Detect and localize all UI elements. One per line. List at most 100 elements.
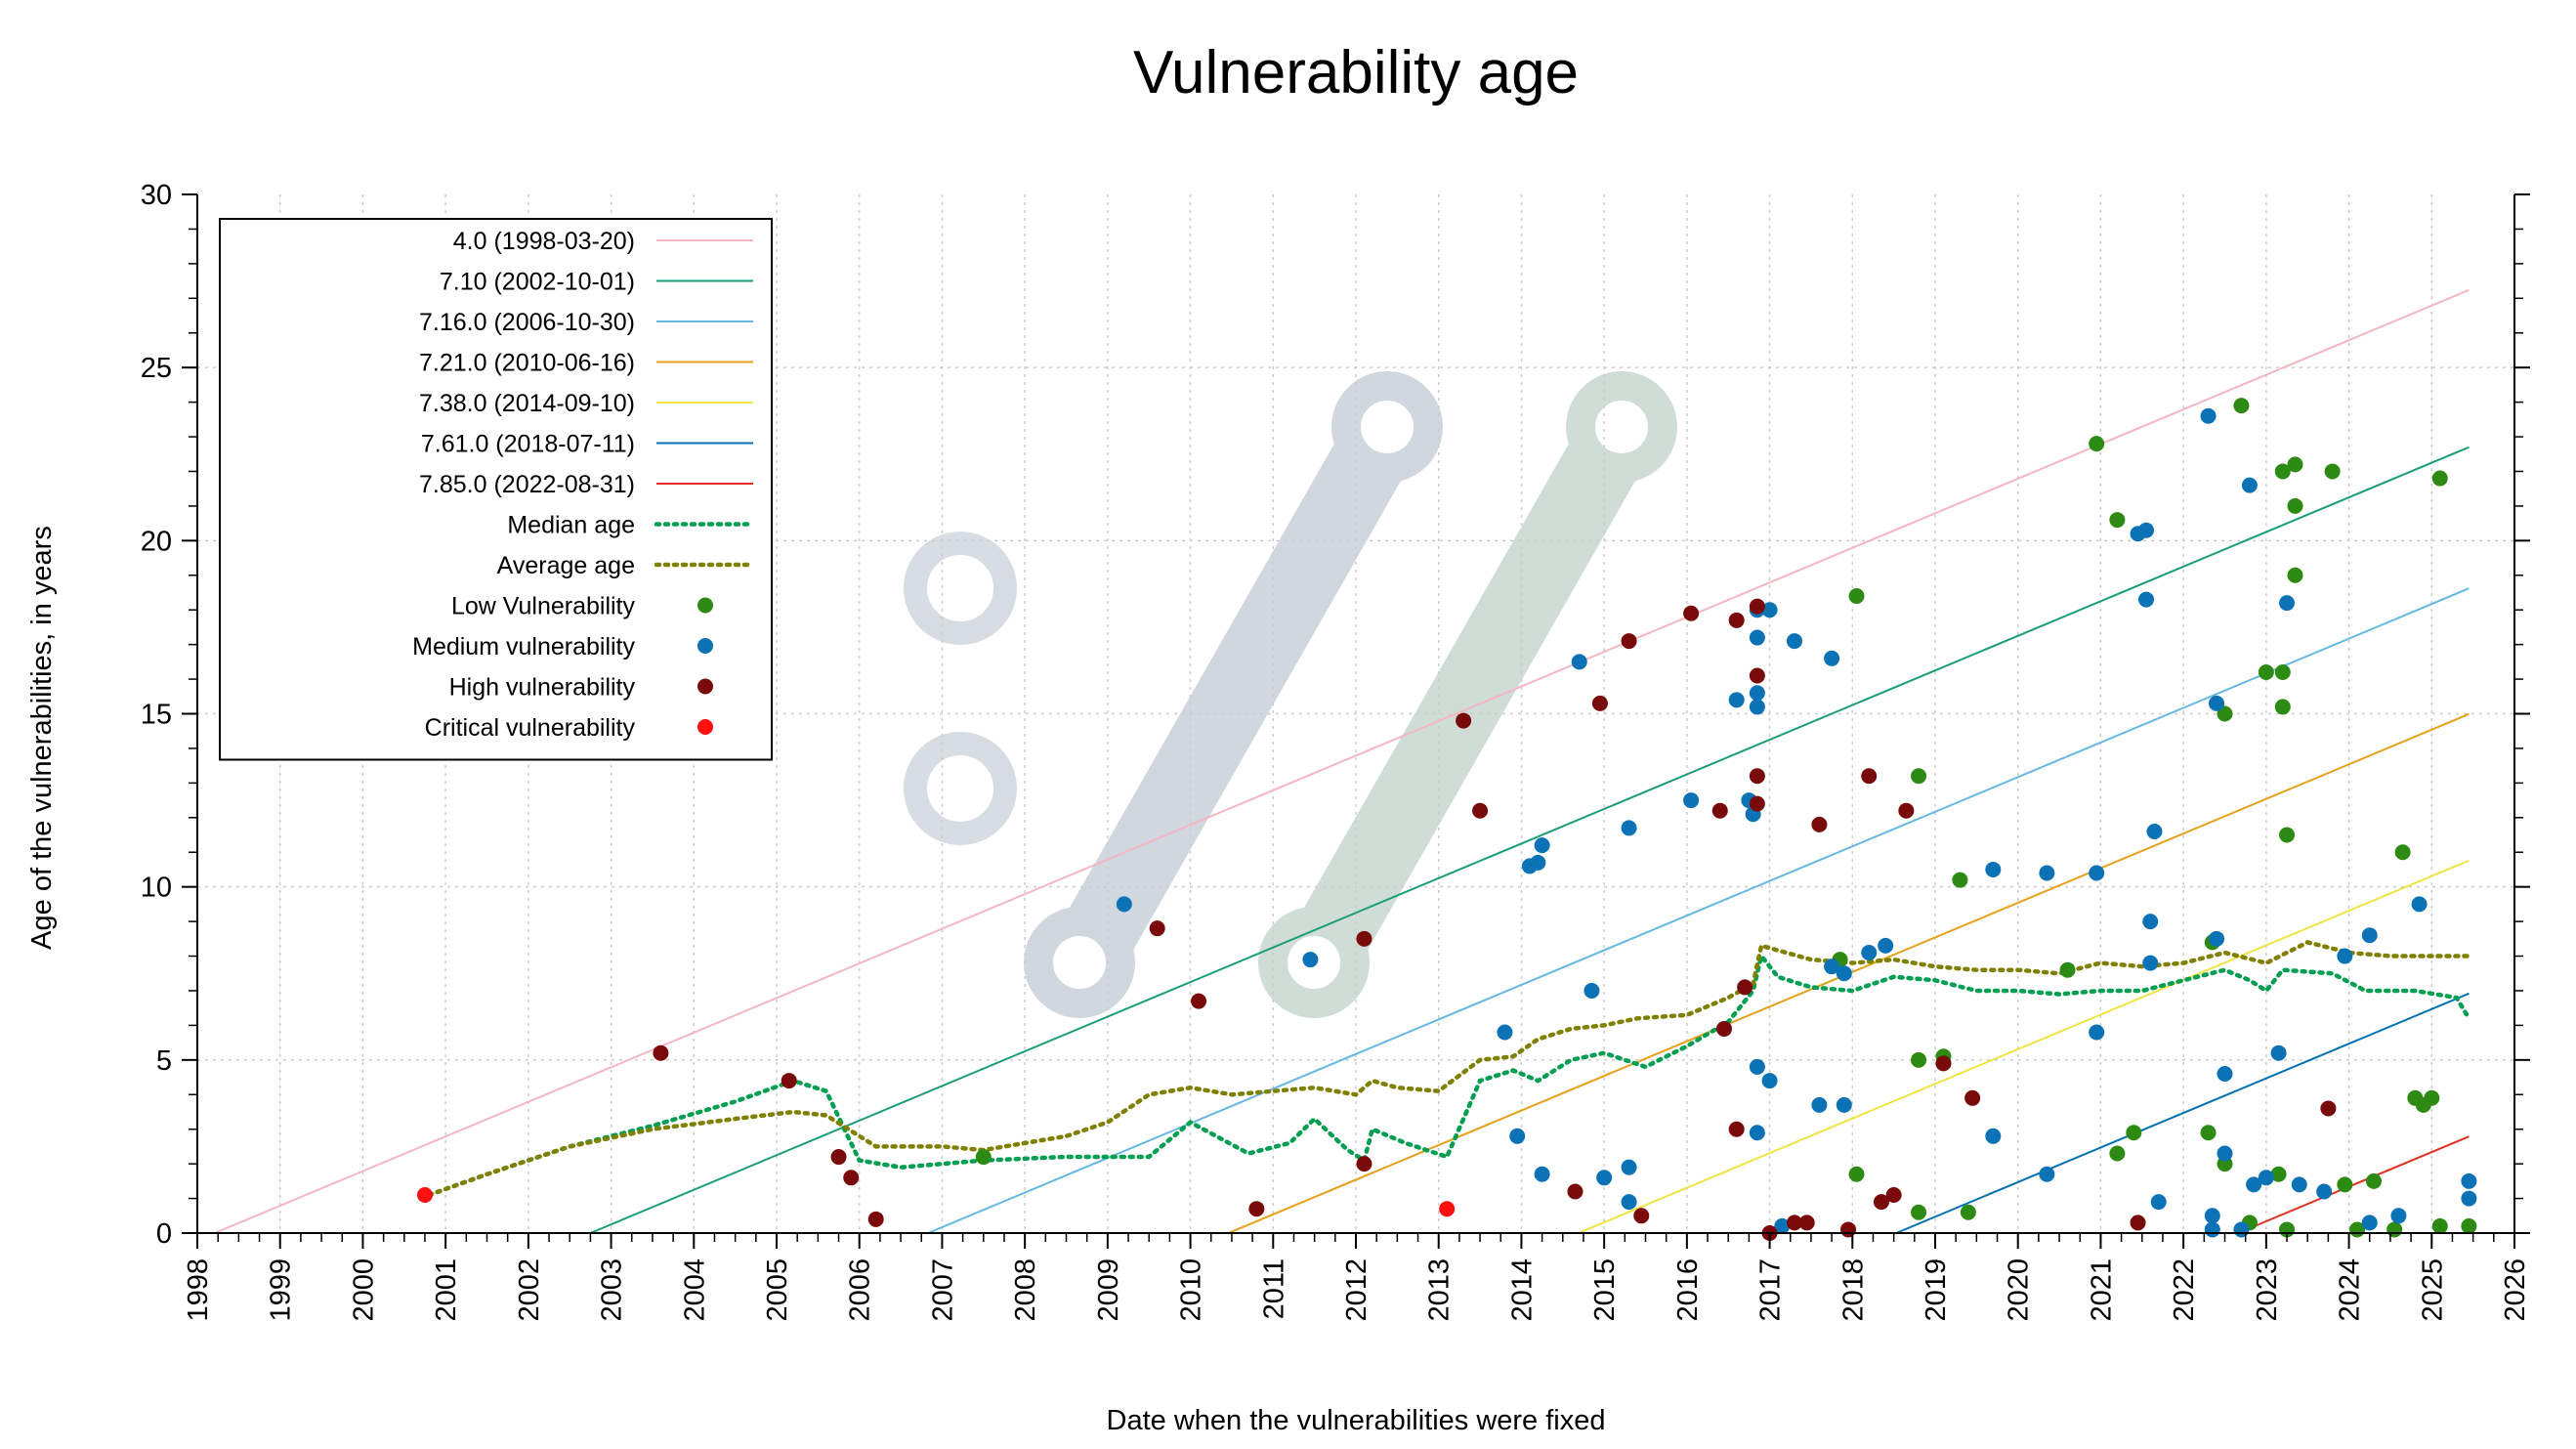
vulnerability-point — [1728, 692, 1745, 708]
x-tick-label: 2000 — [348, 1258, 379, 1322]
y-tick-label: 15 — [141, 700, 172, 731]
vulnerability-point — [1749, 1058, 1765, 1075]
vulnerability-point — [2431, 1217, 2448, 1234]
vulnerability-point — [1935, 1055, 1952, 1072]
vulnerability-point — [1911, 768, 1927, 785]
x-tick-label: 2026 — [2500, 1258, 2531, 1322]
x-tick-label: 2018 — [1837, 1258, 1869, 1322]
vulnerability-point — [1848, 1166, 1865, 1182]
vulnerability-point — [1749, 667, 1765, 684]
x-tick-label: 2012 — [1341, 1258, 1372, 1322]
x-tick-label: 2005 — [762, 1258, 793, 1322]
vulnerability-point — [2365, 1172, 2382, 1189]
vulnerability-point — [1683, 792, 1700, 809]
x-tick-label: 2015 — [1589, 1258, 1621, 1322]
vulnerability-point — [2287, 497, 2303, 514]
x-tick-label: 2003 — [597, 1258, 628, 1322]
release-line — [927, 587, 2470, 1234]
vulnerability-point — [2209, 695, 2225, 711]
vulnerability-point — [2089, 1024, 2105, 1041]
vulnerability-point — [2361, 927, 2378, 944]
vulnerability-point — [1836, 965, 1852, 982]
vulnerability-point — [2109, 512, 2126, 529]
vulnerability-point — [2138, 522, 2155, 538]
chart-title: Vulnerability age — [1133, 39, 1579, 107]
vulnerability-point — [2233, 1221, 2250, 1238]
vulnerability-point — [1534, 837, 1550, 854]
y-axis-label: Age of the vulnerabilities, in years — [26, 526, 58, 950]
vulnerability-point — [2394, 844, 2411, 861]
y-tick-label: 30 — [141, 180, 172, 211]
vulnerability-point — [1596, 1170, 1613, 1186]
legend-label: Medium vulnerability — [412, 633, 635, 661]
vulnerability-point — [2287, 567, 2303, 583]
vulnerability-point — [1885, 1187, 1902, 1204]
legend-label: Critical vulnerability — [425, 714, 636, 742]
vulnerability-point — [1715, 1020, 1732, 1037]
vulnerability-point — [2361, 1215, 2378, 1231]
x-tick-label: 2002 — [514, 1258, 545, 1322]
vulnerability-point — [1811, 1096, 1828, 1113]
vulnerability-point — [2386, 1221, 2403, 1238]
vulnerability-point — [2246, 1176, 2262, 1193]
vulnerability-point — [1749, 598, 1765, 615]
vulnerability-point — [1356, 1156, 1372, 1172]
x-tick-label: 2022 — [2169, 1258, 2200, 1322]
legend-label: 7.85.0 (2022-08-31) — [419, 471, 635, 498]
vulnerability-point — [1621, 633, 1637, 650]
x-tick-label: 2010 — [1176, 1258, 1207, 1322]
vulnerability-point — [1584, 982, 1600, 999]
x-tick-label: 2020 — [2004, 1258, 2035, 1322]
vulnerability-point — [1191, 993, 1207, 1009]
vulnerability-point — [843, 1170, 860, 1186]
vulnerability-point — [1116, 896, 1132, 913]
vulnerability-point — [2146, 823, 2163, 839]
x-tick-label: 1999 — [266, 1258, 297, 1322]
vulnerability-point — [1633, 1208, 1650, 1224]
legend-label: 7.38.0 (2014-09-10) — [419, 390, 635, 417]
y-tick-label: 10 — [141, 873, 172, 904]
vulnerability-point — [2258, 1170, 2274, 1186]
legend-label: 7.21.0 (2010-06-16) — [419, 350, 635, 377]
x-tick-label: 2009 — [1093, 1258, 1124, 1322]
vulnerability-point — [1798, 1215, 1815, 1231]
vulnerability-point — [2279, 595, 2296, 612]
vulnerability-point — [1356, 930, 1372, 947]
legend-label: 7.61.0 (2018-07-11) — [421, 431, 635, 458]
vulnerability-point — [2241, 477, 2258, 493]
vulnerability-point — [2324, 463, 2341, 480]
vulnerability-point — [975, 1149, 992, 1166]
vulnerability-point — [2274, 463, 2291, 480]
vulnerability-point — [2130, 1215, 2146, 1231]
legend-label: 7.10 (2002-10-01) — [440, 269, 635, 296]
legend-label: 7.16.0 (2006-10-30) — [419, 309, 635, 336]
x-tick-label: 2011 — [1258, 1258, 1289, 1319]
vulnerability-point — [2126, 1125, 2142, 1141]
y-tick-label: 0 — [156, 1218, 172, 1250]
vulnerability-point — [2411, 896, 2428, 913]
vulnerability-point — [1952, 872, 1968, 888]
vulnerability-point — [2258, 663, 2274, 680]
vulnerability-point — [1873, 1194, 1889, 1211]
vulnerability-point — [1824, 650, 1840, 666]
release-line — [1578, 859, 2470, 1234]
age-lines — [426, 940, 2471, 1198]
median-age-line — [426, 951, 2471, 1198]
vulnerability-point — [1621, 820, 1637, 836]
vulnerability-point — [1898, 802, 1915, 819]
axes: 1998 1999 2000 2001 2002 2003 2004 2005 2006 2007… — [141, 180, 2531, 1322]
x-tick-label: 2013 — [1424, 1258, 1456, 1322]
vulnerability-point — [1749, 768, 1765, 785]
vulnerability-point — [2142, 914, 2159, 930]
vulnerability-point — [2200, 407, 2217, 424]
vulnerability-point — [2089, 436, 2105, 452]
vulnerability-point — [1761, 602, 1778, 618]
legend-point-swatch — [697, 719, 713, 735]
vulnerability-point — [1861, 768, 1878, 785]
x-axis-label: Date when the vulnerabilities were fixed — [1107, 1405, 1606, 1436]
x-tick-label: 2016 — [1672, 1258, 1704, 1322]
vulnerability-point — [1824, 959, 1840, 975]
vulnerability-point — [2270, 1044, 2287, 1061]
vulnerability-point — [1848, 588, 1865, 605]
vulnerability-point — [1248, 1201, 1265, 1217]
